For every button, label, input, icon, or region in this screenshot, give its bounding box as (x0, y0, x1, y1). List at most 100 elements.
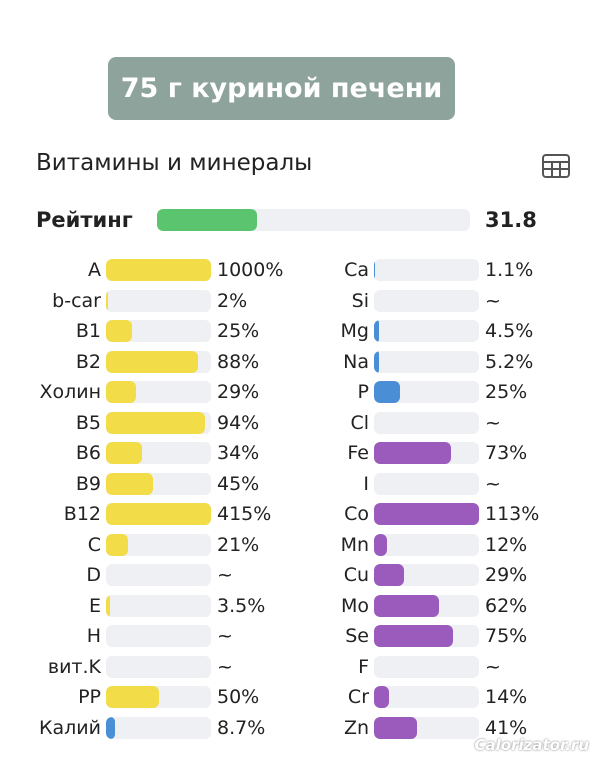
nutrient-value: ~ (217, 625, 233, 647)
nutrient-bar (374, 442, 451, 464)
nutrient-bar (374, 533, 387, 556)
nutrient-value: 113% (485, 503, 540, 525)
nutrient-value: 4.5% (485, 320, 534, 342)
nutrient-label: E (88, 594, 101, 617)
nutrient-bar (374, 503, 479, 525)
nutrient-value: 41% (485, 716, 528, 739)
nutrient-track (106, 411, 211, 434)
nutrient-label: Mo (340, 594, 369, 617)
nutrient-value: 73% (485, 442, 528, 464)
table-icon[interactable] (542, 154, 570, 178)
nutrient-track (374, 289, 479, 312)
nutrient-label: B2 (75, 350, 101, 373)
nutrient-value: ~ (485, 289, 501, 312)
nutrient-value: 3.5% (217, 594, 266, 617)
nutrient-track (106, 472, 211, 495)
nutrient-label: B5 (75, 411, 101, 434)
nutrient-value: 50% (217, 686, 260, 708)
nutrient-value: 21% (217, 533, 260, 556)
nutrient-value: 62% (485, 594, 528, 617)
nutrient-bar (106, 289, 109, 312)
nutrient-track (374, 320, 479, 342)
nutrient-label: A (88, 259, 101, 281)
nutrient-value: 2% (217, 289, 248, 312)
nutrient-value: 45% (217, 472, 260, 495)
nutrient-label: PP (78, 686, 101, 708)
nutrient-track (374, 686, 479, 708)
nutrient-track (106, 289, 211, 312)
nutrient-label: Zn (343, 716, 369, 739)
nutrient-value: 25% (217, 320, 260, 342)
nutrient-track (374, 655, 479, 678)
nutrient-bar (106, 320, 133, 342)
nutrient-track (106, 564, 211, 586)
nutrient-value: 1.1% (485, 259, 534, 281)
section-heading: Витамины и минералы (36, 150, 313, 176)
nutrient-label: C (87, 533, 101, 556)
rating-label: Рейтинг (36, 208, 133, 232)
nutrient-track (106, 625, 211, 647)
nutrient-value: 12% (485, 533, 528, 556)
nutrient-label: B12 (63, 503, 101, 525)
nutrient-value: 29% (217, 381, 260, 403)
nutrient-bar (106, 594, 110, 617)
nutrient-label: Fe (347, 442, 369, 464)
nutrient-value: 25% (485, 381, 528, 403)
nutrient-track (106, 503, 211, 525)
rating-value: 31.8 (485, 208, 537, 232)
nutrient-bar (374, 350, 380, 373)
nutrient-bar (374, 381, 401, 403)
nutrient-value: 94% (217, 411, 260, 434)
nutrient-value: 8.7% (217, 716, 266, 739)
nutrient-label: Cr (347, 686, 369, 708)
nutrient-track (374, 381, 479, 403)
nutrient-value: 5.2% (485, 350, 534, 373)
nutrient-track (374, 411, 479, 434)
nutrient-bar (374, 625, 453, 647)
nutrient-track (374, 503, 479, 525)
nutrient-bar (106, 442, 142, 464)
nutrient-value: 34% (217, 442, 260, 464)
nutrient-label: Cu (343, 564, 369, 586)
nutrient-label: Mg (340, 320, 369, 342)
nutrient-track (374, 442, 479, 464)
nutrient-label: F (358, 655, 369, 678)
nutrient-track (374, 625, 479, 647)
nutrient-bar (106, 411, 205, 434)
nutrient-value: 75% (485, 625, 528, 647)
nutrient-track (106, 533, 211, 556)
nutrient-label: Mn (340, 533, 369, 556)
rating-bar (157, 209, 257, 231)
nutrient-value: 88% (217, 350, 260, 373)
nutrient-label: B1 (75, 320, 101, 342)
nutrient-label: B9 (75, 472, 101, 495)
nutrient-track (374, 259, 479, 281)
nutrient-track (374, 533, 479, 556)
nutrient-bar (106, 503, 211, 525)
nutrient-track (374, 716, 479, 739)
watermark: Calorizator.ru (474, 736, 589, 754)
nutrient-bar (374, 320, 379, 342)
nutrient-value: ~ (485, 655, 501, 678)
nutrient-value: ~ (217, 564, 233, 586)
nutrient-bar (374, 259, 376, 281)
nutrient-track (374, 594, 479, 617)
nutrient-label: b-car (52, 289, 101, 312)
nutrient-bar (106, 381, 137, 403)
title-badge: 75 г куриной печени (108, 57, 455, 120)
nutrient-value: ~ (485, 411, 501, 434)
nutrient-track (106, 716, 211, 739)
nutrient-value: ~ (485, 472, 501, 495)
nutrient-track (106, 655, 211, 678)
rating-track (157, 209, 470, 231)
nutrient-track (374, 472, 479, 495)
nutrient-track (106, 259, 211, 281)
nutrient-label: Na (343, 350, 369, 373)
nutrient-bar (106, 259, 211, 281)
nutrient-bar (106, 350, 199, 373)
nutrient-label: вит.K (47, 655, 101, 678)
nutrient-bar (374, 594, 440, 617)
nutrient-label: Si (351, 289, 369, 312)
